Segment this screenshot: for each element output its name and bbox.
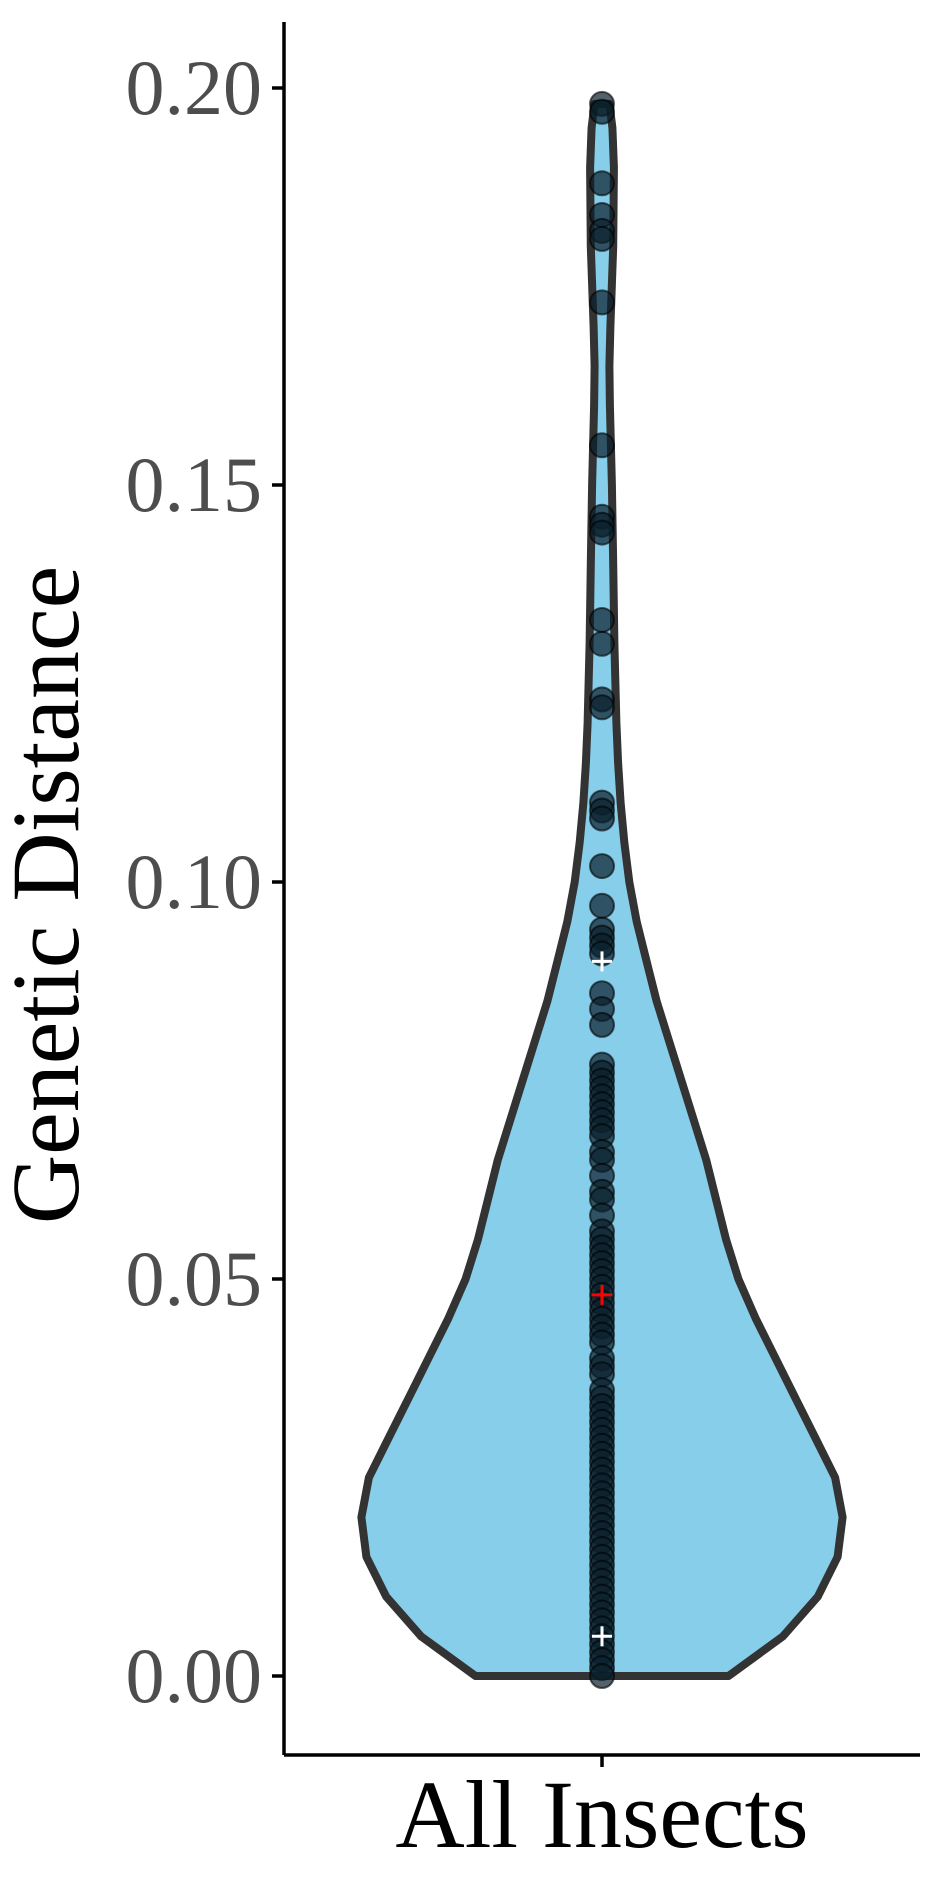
y-tick-label: 0.15 — [126, 441, 263, 528]
y-axis-title: Genetic Distance — [0, 566, 99, 1224]
data-point — [589, 170, 615, 197]
axes: 0.00 0.05 0.10 0.15 0.20 — [126, 22, 920, 1767]
x-tick-label: All Insects — [395, 1761, 808, 1868]
data-point — [589, 289, 615, 316]
y-tick-label: 0.20 — [126, 44, 263, 131]
data-point — [589, 432, 615, 459]
y-tick-label: 0.05 — [126, 1235, 263, 1322]
cross-marker — [592, 1626, 612, 1647]
plot-area — [357, 90, 847, 1689]
data-point — [589, 98, 615, 125]
data-point — [589, 892, 615, 919]
data-point — [589, 519, 615, 546]
cross-marker — [592, 1284, 612, 1305]
y-tick-label: 0.00 — [126, 1632, 263, 1719]
cross-marker — [592, 951, 612, 972]
data-point — [589, 607, 615, 633]
data-point — [589, 694, 615, 721]
data-point — [589, 853, 615, 880]
y-tick-label: 0.10 — [126, 838, 263, 925]
data-point — [589, 1663, 615, 1689]
data-point — [589, 1011, 615, 1038]
data-point — [589, 805, 615, 832]
data-point — [589, 225, 615, 252]
data-point — [589, 630, 615, 657]
